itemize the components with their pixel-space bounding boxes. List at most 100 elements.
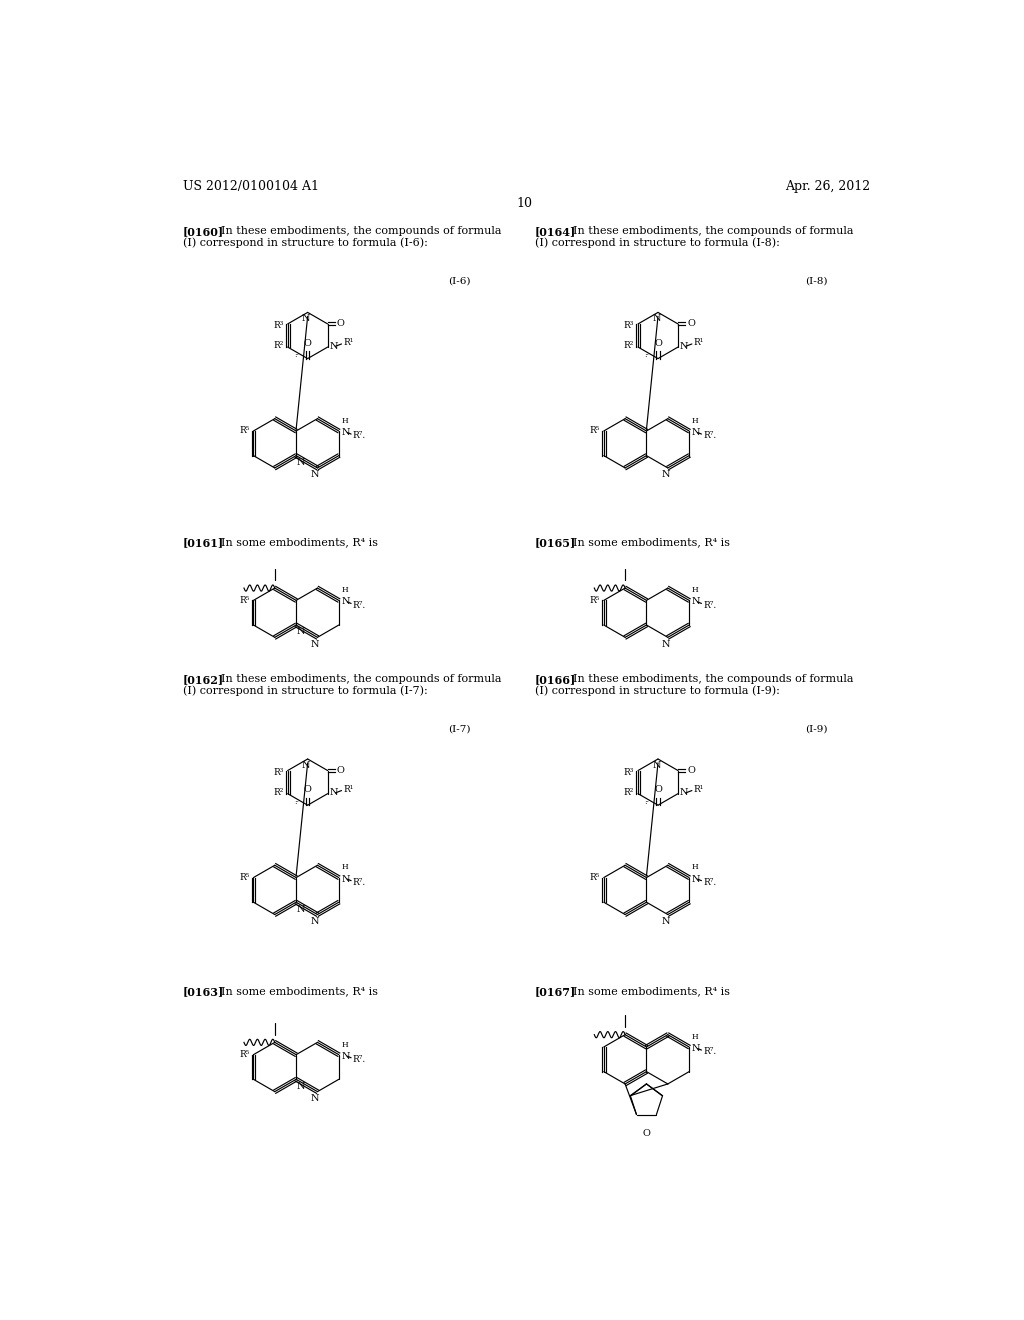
Text: N: N: [341, 875, 349, 883]
Text: Apr. 26, 2012: Apr. 26, 2012: [784, 180, 869, 193]
Text: R⁷.: R⁷.: [352, 432, 366, 440]
Text: R⁷.: R⁷.: [352, 878, 366, 887]
Text: H: H: [341, 586, 348, 594]
Text: N: N: [297, 1081, 305, 1090]
Text: R⁷.: R⁷.: [352, 1055, 366, 1064]
Text: R⁵: R⁵: [240, 873, 250, 882]
Text: N: N: [662, 470, 670, 479]
Text: O: O: [337, 766, 345, 775]
Text: H: H: [691, 863, 698, 871]
Text: :·: :·: [294, 351, 299, 359]
Text: N: N: [311, 917, 319, 925]
Text: R²: R²: [624, 788, 634, 796]
Text: [0160]: [0160]: [183, 226, 224, 238]
Text: R⁵: R⁵: [240, 426, 250, 436]
Text: R²: R²: [273, 788, 284, 796]
Text: (I) correspond in structure to formula (I-6):: (I) correspond in structure to formula (…: [183, 238, 428, 248]
Text: R¹: R¹: [693, 784, 703, 793]
Text: R³: R³: [273, 321, 284, 330]
Text: [0163]: [0163]: [183, 986, 224, 997]
Text: R⁷.: R⁷.: [703, 432, 716, 440]
Text: N: N: [341, 428, 349, 437]
Text: N: N: [302, 314, 310, 323]
Text: H: H: [341, 1040, 348, 1048]
Text: R⁵: R⁵: [590, 873, 600, 882]
Text: N: N: [341, 1052, 349, 1061]
Text: (I-8): (I-8): [805, 276, 827, 285]
Text: US 2012/0100104 A1: US 2012/0100104 A1: [183, 180, 318, 193]
Text: :·: :·: [644, 351, 649, 359]
Text: 10: 10: [517, 197, 532, 210]
Text: [0161]: [0161]: [183, 537, 224, 548]
Text: H: H: [691, 1032, 698, 1040]
Text: O: O: [687, 766, 695, 775]
Text: In some embodiments, R⁴ is: In some embodiments, R⁴ is: [573, 986, 730, 997]
Text: O: O: [642, 1129, 650, 1138]
Text: (I) correspond in structure to formula (I-9):: (I) correspond in structure to formula (…: [535, 685, 779, 696]
Text: :·: :·: [294, 797, 299, 805]
Text: N: N: [691, 875, 700, 883]
Text: (I) correspond in structure to formula (I-7):: (I) correspond in structure to formula (…: [183, 685, 428, 696]
Text: R¹: R¹: [343, 338, 353, 347]
Text: O: O: [304, 339, 311, 348]
Text: R⁵: R⁵: [240, 1051, 250, 1059]
Text: H: H: [341, 863, 348, 871]
Text: N: N: [662, 640, 670, 648]
Text: :·: :·: [644, 797, 649, 805]
Text: R⁷.: R⁷.: [703, 1047, 716, 1056]
Text: R³: R³: [624, 768, 634, 776]
Text: N: N: [297, 627, 305, 636]
Text: O: O: [304, 785, 311, 795]
Text: R³: R³: [624, 321, 634, 330]
Text: N: N: [652, 760, 660, 770]
Text: N: N: [691, 598, 700, 606]
Text: N: N: [297, 904, 305, 913]
Text: N: N: [662, 917, 670, 925]
Text: R²: R²: [624, 341, 634, 350]
Text: R⁵: R⁵: [590, 595, 600, 605]
Text: N: N: [680, 788, 688, 797]
Text: N: N: [652, 314, 660, 323]
Text: O: O: [654, 339, 662, 348]
Text: R¹: R¹: [343, 784, 353, 793]
Text: In some embodiments, R⁴ is: In some embodiments, R⁴ is: [221, 986, 379, 997]
Text: In these embodiments, the compounds of formula: In these embodiments, the compounds of f…: [221, 226, 502, 236]
Text: In some embodiments, R⁴ is: In some embodiments, R⁴ is: [221, 537, 379, 548]
Text: N: N: [297, 458, 305, 467]
Text: N: N: [691, 428, 700, 437]
Text: In some embodiments, R⁴ is: In some embodiments, R⁴ is: [573, 537, 730, 548]
Text: N: N: [680, 342, 688, 351]
Text: [0162]: [0162]: [183, 675, 224, 685]
Text: N: N: [329, 342, 338, 351]
Text: (I-6): (I-6): [449, 276, 471, 285]
Text: N: N: [691, 1044, 700, 1053]
Text: N: N: [341, 598, 349, 606]
Text: [0166]: [0166]: [535, 675, 577, 685]
Text: R¹: R¹: [693, 338, 703, 347]
Text: R³: R³: [273, 768, 284, 776]
Text: O: O: [687, 319, 695, 329]
Text: O: O: [654, 785, 662, 795]
Text: N: N: [311, 470, 319, 479]
Text: O: O: [337, 319, 345, 329]
Text: R⁵: R⁵: [590, 426, 600, 436]
Text: (I) correspond in structure to formula (I-8):: (I) correspond in structure to formula (…: [535, 238, 779, 248]
Text: R²: R²: [273, 341, 284, 350]
Text: In these embodiments, the compounds of formula: In these embodiments, the compounds of f…: [221, 675, 502, 684]
Text: N: N: [311, 1094, 319, 1104]
Text: In these embodiments, the compounds of formula: In these embodiments, the compounds of f…: [573, 226, 854, 236]
Text: R⁷.: R⁷.: [703, 878, 716, 887]
Text: H: H: [691, 586, 698, 594]
Text: N: N: [329, 788, 338, 797]
Text: H: H: [341, 417, 348, 425]
Text: [0164]: [0164]: [535, 226, 577, 238]
Text: N: N: [311, 640, 319, 648]
Text: R⁷.: R⁷.: [703, 601, 716, 610]
Text: R⁵: R⁵: [240, 595, 250, 605]
Text: N: N: [302, 760, 310, 770]
Text: R⁷.: R⁷.: [352, 601, 366, 610]
Text: [0165]: [0165]: [535, 537, 577, 548]
Text: In these embodiments, the compounds of formula: In these embodiments, the compounds of f…: [573, 675, 854, 684]
Text: (I-9): (I-9): [805, 725, 827, 734]
Text: H: H: [691, 417, 698, 425]
